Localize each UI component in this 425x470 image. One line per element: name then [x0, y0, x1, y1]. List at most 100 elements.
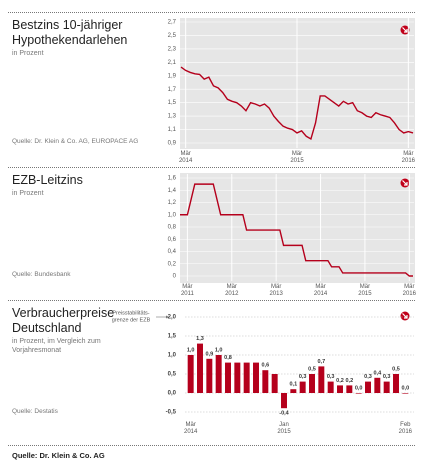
bar — [365, 381, 371, 393]
y-tick-label: 1,9 — [168, 73, 177, 79]
bar — [290, 389, 297, 393]
y-tick-label: 0,8 — [168, 225, 177, 231]
y-tick-label: 0,2 — [168, 261, 177, 267]
bar — [383, 381, 390, 393]
data-label: 0,5 — [308, 366, 316, 372]
y-tick-label: 1,5 — [168, 100, 177, 106]
data-label: 0,3 — [299, 374, 307, 380]
y-tick-label: 2,7 — [168, 20, 177, 26]
data-label: 0,2 — [336, 378, 344, 384]
y-tick-label: 0,5 — [168, 372, 177, 378]
data-label: 1,0 — [215, 347, 223, 353]
x-tick-label: Mär 2011 — [181, 284, 195, 297]
bar — [374, 377, 381, 393]
separator — [8, 12, 415, 13]
bar — [225, 362, 231, 393]
data-label: 0,4 — [374, 370, 383, 376]
line — [180, 183, 413, 277]
bar — [271, 374, 278, 393]
bar — [309, 374, 315, 393]
panel-title: Verbraucherpreise Deutschland — [12, 306, 115, 335]
data-label: 0,1 — [290, 382, 298, 388]
y-tick-label: 1,0 — [168, 353, 177, 359]
y-tick-label: 1,2 — [168, 200, 177, 206]
bar — [215, 355, 222, 393]
data-label: 0,0 — [402, 385, 410, 391]
plot-background — [180, 173, 415, 283]
icon — [400, 178, 410, 188]
data-label: 1,3 — [196, 336, 204, 342]
y-tick-label: 1,5 — [168, 334, 177, 340]
bar — [299, 381, 306, 393]
y-tick-label: 1,6 — [168, 176, 177, 182]
x-tick-label: Jan 2015 — [277, 422, 291, 435]
line — [180, 66, 414, 141]
x-tick-label: Mär 2016 — [402, 151, 416, 164]
x-tick-label: Mär 2016 — [403, 284, 417, 297]
x-tick-label: Mär 2013 — [269, 284, 283, 297]
data-label: 0,3 — [327, 374, 335, 380]
panel-subtitle: in Prozent — [12, 50, 44, 57]
data-label: 0,3 — [364, 374, 372, 380]
y-tick-label: 2,0 — [168, 315, 177, 321]
y-tick-label: 0,4 — [168, 249, 177, 255]
y-tick-label: 0,6 — [168, 237, 177, 243]
x-tick-label: Mär 2015 — [290, 151, 304, 164]
separator — [8, 445, 415, 446]
annotation: Preisstabilitäts- — [112, 310, 149, 316]
separator — [8, 167, 415, 168]
y-tick-label: 1,0 — [168, 212, 177, 218]
x-tick-label: Mär 2015 — [358, 284, 372, 297]
x-tick-label: Mär 2012 — [225, 284, 239, 297]
y-tick-label: 0,9 — [168, 141, 177, 147]
data-label: 0,2 — [346, 378, 354, 384]
bar — [402, 393, 409, 394]
bar — [197, 343, 203, 393]
bar — [346, 385, 353, 393]
bar — [206, 358, 213, 393]
bar — [187, 355, 194, 393]
annotation-arrowhead — [166, 315, 169, 319]
y-tick-label: 1,1 — [168, 127, 177, 133]
source: Quelle: Dr. Klein & Co. AG, EUROPACE AG — [12, 138, 139, 145]
data-label: 0,9 — [206, 351, 214, 357]
bar — [355, 393, 362, 394]
y-tick-label: 2,1 — [168, 60, 177, 66]
y-tick-label: 1,4 — [168, 188, 177, 194]
x-tick-label: Mär 2014 — [179, 151, 193, 164]
bar — [262, 370, 269, 393]
bar — [253, 362, 259, 393]
icon — [400, 311, 410, 321]
data-label: 0,5 — [392, 366, 400, 372]
data-label: 0,3 — [383, 374, 391, 380]
data-label: 0,0 — [355, 385, 363, 391]
panel-title: EZB-Leitzins — [12, 173, 83, 187]
separator — [8, 300, 415, 301]
data-label: 0,7 — [318, 359, 326, 365]
y-tick-label: -0,5 — [166, 410, 177, 416]
y-tick-label: 0 — [173, 274, 177, 280]
bar — [318, 366, 325, 393]
source: Quelle: Bundesbank — [12, 271, 71, 278]
data-label: 0,8 — [224, 355, 232, 361]
source: Quelle: Destatis — [12, 408, 58, 415]
y-tick-label: 2,5 — [168, 33, 177, 39]
x-tick-label: Mär 2014 — [184, 422, 198, 435]
y-tick-label: 2,3 — [168, 46, 177, 52]
x-tick-label: Mär 2014 — [314, 284, 328, 297]
bar — [281, 393, 287, 409]
panel-subtitle: in Prozent, im Vergleich zum Vorjahresmo… — [12, 338, 101, 354]
bar — [327, 381, 334, 393]
data-label: 0,6 — [262, 363, 270, 369]
bar — [234, 362, 241, 393]
data-label: 1,0 — [187, 347, 195, 353]
y-tick-label: 0,0 — [168, 391, 177, 397]
y-tick-label: 1,3 — [168, 114, 177, 120]
x-tick-label: Feb 2016 — [399, 422, 413, 435]
bar — [243, 362, 250, 393]
bar — [393, 374, 399, 393]
data-label: -0,4 — [279, 411, 289, 417]
y-tick-label: 1,7 — [168, 87, 177, 93]
